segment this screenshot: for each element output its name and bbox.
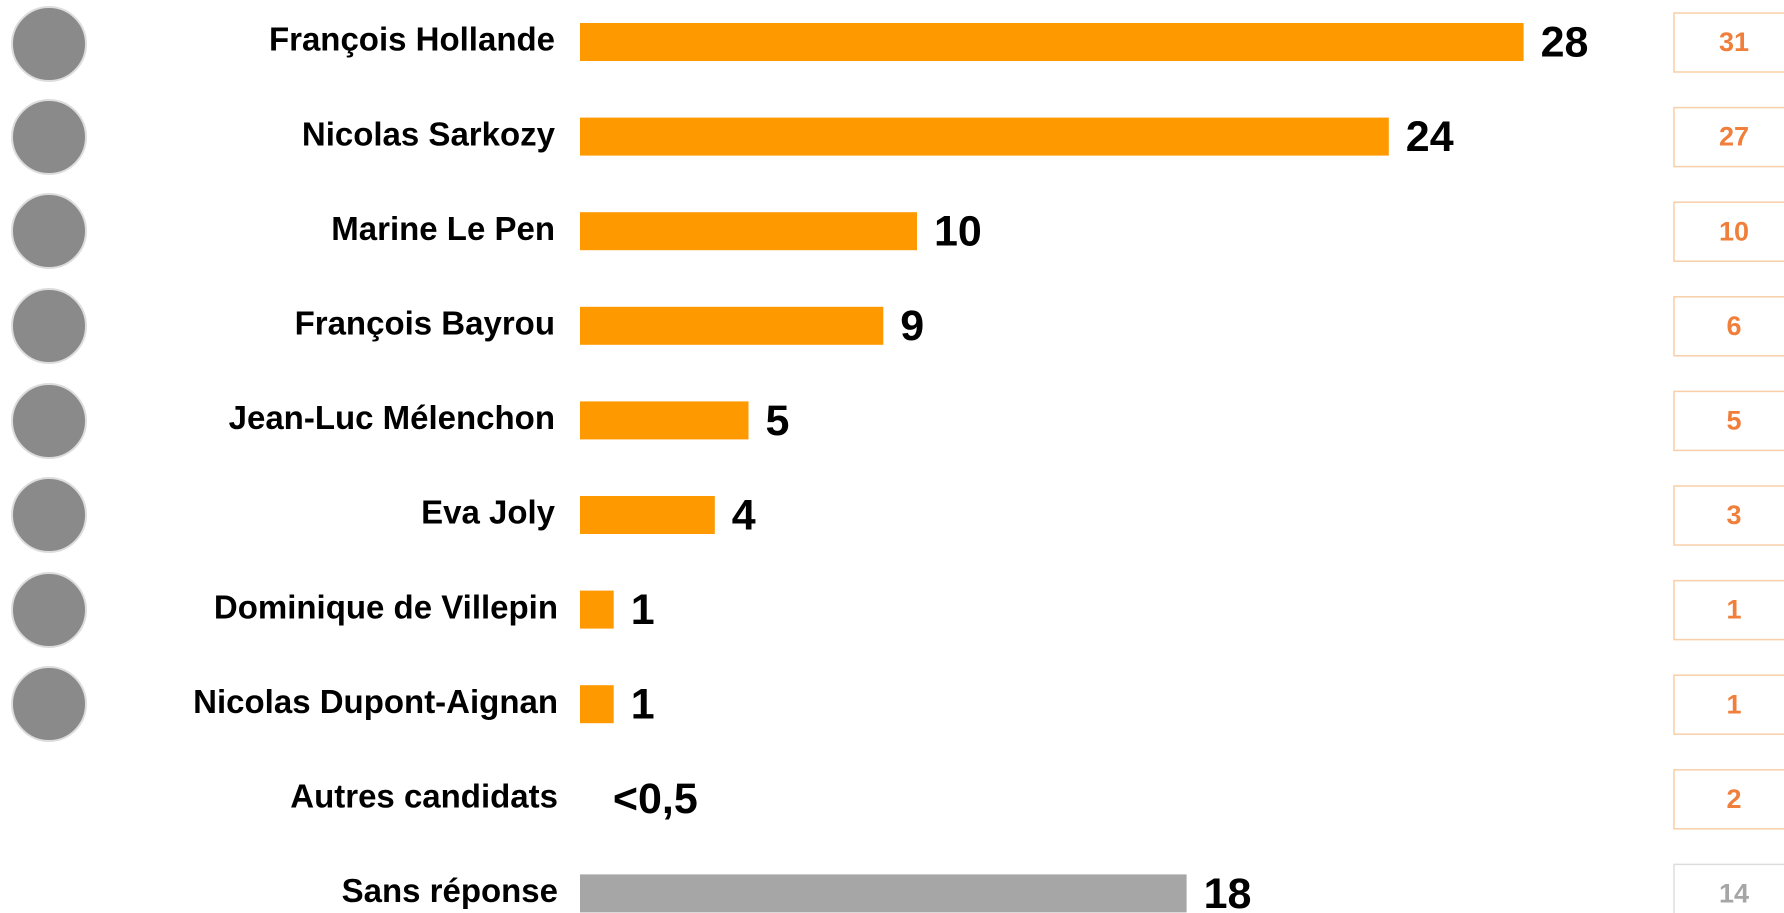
comparison-value: 27 [1719, 122, 1749, 152]
category-label: Dominique de Villepin [214, 588, 558, 625]
value-label: 24 [1406, 113, 1454, 161]
category-label: Jean-Luc Mélenchon [229, 399, 555, 436]
comparison-value: 14 [1719, 879, 1749, 909]
value-label: <0,5 [613, 775, 698, 823]
comparison-value: 1 [1726, 689, 1741, 719]
photo [12, 667, 86, 741]
photo [12, 478, 86, 552]
bar [580, 591, 614, 629]
value-label: 5 [766, 397, 790, 445]
category-label: François Bayrou [295, 305, 555, 342]
chart: François Hollande2831Nicolas Sarkozy2427… [0, 0, 1784, 913]
category-label: Nicolas Dupont-Aignan [193, 683, 558, 720]
value-label: 28 [1541, 18, 1589, 66]
comparison-value: 1 [1726, 595, 1741, 625]
comparison-value: 2 [1726, 784, 1741, 814]
category-label: Marine Le Pen [331, 210, 555, 247]
bar [580, 212, 917, 250]
comparison-value: 3 [1726, 500, 1741, 530]
category-label: Autres candidats [290, 778, 558, 815]
photo [12, 194, 86, 268]
value-label: 18 [1204, 870, 1252, 913]
category-label: François Hollande [269, 21, 555, 58]
photo [12, 384, 86, 458]
category-label: Nicolas Sarkozy [302, 115, 556, 152]
photo [12, 289, 86, 363]
value-label: 1 [631, 586, 655, 634]
category-label: Sans réponse [342, 872, 558, 909]
photos [12, 7, 86, 741]
value-label: 10 [934, 208, 982, 256]
photo [12, 100, 86, 174]
photo [12, 7, 86, 81]
bar [580, 118, 1389, 156]
value-label: 4 [732, 491, 756, 539]
category-label: Eva Joly [421, 494, 556, 531]
comparison-value: 5 [1726, 406, 1741, 436]
bar [580, 307, 883, 345]
value-label: 1 [631, 681, 655, 729]
bar [580, 401, 749, 439]
bar [580, 685, 614, 723]
bar [580, 23, 1524, 61]
value-label: 9 [900, 302, 924, 350]
bar [580, 874, 1187, 912]
comparison-value: 31 [1719, 27, 1749, 57]
comparison-value: 10 [1719, 216, 1749, 246]
comparison-value: 6 [1726, 311, 1741, 341]
bar [580, 496, 715, 534]
photo [12, 573, 86, 647]
